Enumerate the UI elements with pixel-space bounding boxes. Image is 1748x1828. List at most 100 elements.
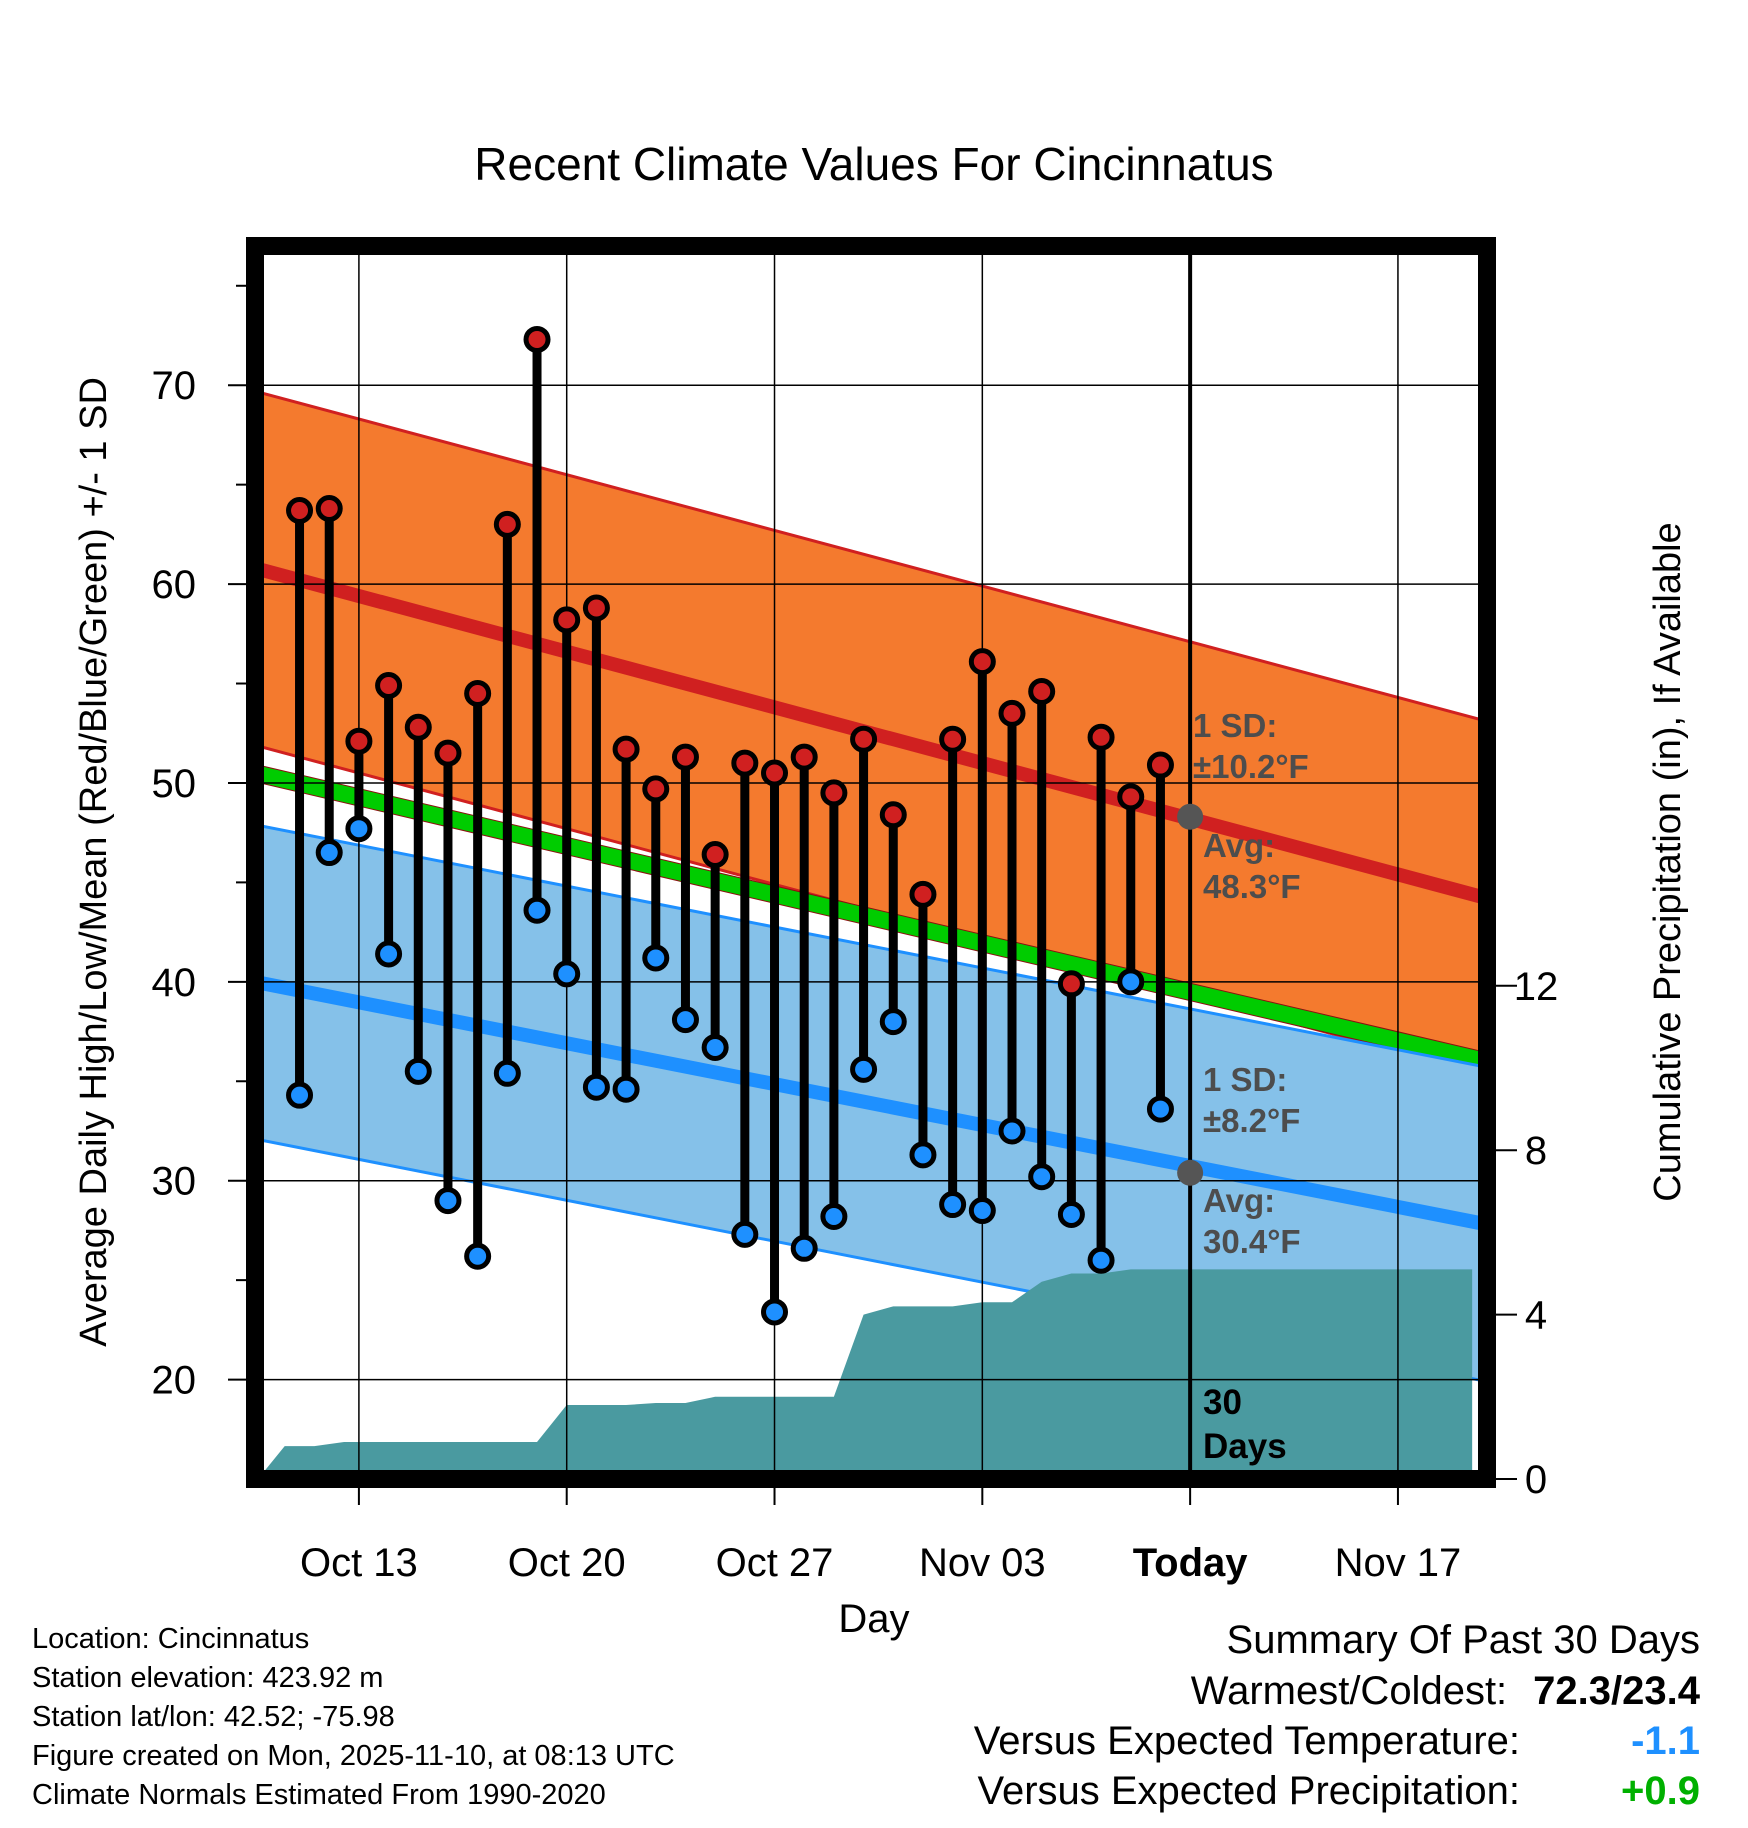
today-days-label-line1: 30 xyxy=(1203,1383,1242,1422)
x-axis-label: Day xyxy=(838,1597,909,1641)
daily-high-marker xyxy=(790,743,818,771)
latlon-text: Station lat/lon: 42.52; -75.98 xyxy=(32,1701,395,1733)
daily-low-marker xyxy=(939,1191,967,1219)
daily-low-marker xyxy=(375,940,403,968)
daily-low-marker xyxy=(1028,1163,1056,1191)
daily-high-marker xyxy=(493,510,521,538)
daily-high-marker xyxy=(731,749,759,777)
summary-heading: Summary Of Past 30 Days xyxy=(1226,1618,1700,1662)
low-sd-value: ±8.2°F xyxy=(1203,1102,1300,1139)
today-days-label-line2: Days xyxy=(1203,1427,1287,1466)
daily-high-marker xyxy=(998,699,1026,727)
daily-low-marker xyxy=(553,960,581,988)
low-avg-label: Avg: xyxy=(1203,1182,1275,1219)
plot-frame xyxy=(246,237,1496,1488)
high-avg-label: Avg: xyxy=(1203,827,1275,864)
daily-high-marker xyxy=(1117,783,1145,811)
daily-high-marker xyxy=(968,648,996,676)
daily-high-marker xyxy=(820,779,848,807)
high-sd-label: 1 SD: xyxy=(1193,707,1277,744)
daily-high-marker xyxy=(345,727,373,755)
daily-high-marker xyxy=(612,735,640,763)
x-tick-label-today: Today xyxy=(1133,1541,1249,1585)
daily-high-marker xyxy=(582,594,610,622)
daily-high-marker xyxy=(464,679,492,707)
y2-tick-label: 4 xyxy=(1525,1294,1547,1338)
daily-low-marker xyxy=(909,1141,937,1169)
y-tick-label: 60 xyxy=(152,563,197,607)
created-text: Figure created on Mon, 2025-11-10, at 08… xyxy=(32,1740,675,1772)
daily-low-marker xyxy=(642,944,670,972)
y-tick-label: 30 xyxy=(152,1160,197,1204)
daily-low-marker xyxy=(968,1197,996,1225)
y-tick-label: 50 xyxy=(152,762,197,806)
daily-low-marker xyxy=(731,1220,759,1248)
normals-text: Climate Normals Estimated From 1990-2020 xyxy=(32,1779,606,1811)
daily-low-marker xyxy=(434,1187,462,1215)
daily-high-marker xyxy=(701,841,729,869)
today-low-avg-dot xyxy=(1177,1159,1204,1186)
x-tick-label: Oct 13 xyxy=(300,1541,418,1585)
daily-low-marker xyxy=(612,1075,640,1103)
daily-high-marker xyxy=(939,725,967,753)
daily-high-marker xyxy=(315,495,343,523)
temp-vs-expected-label: Versus Expected Temperature: xyxy=(973,1719,1520,1763)
daily-high-marker xyxy=(671,743,699,771)
daily-low-marker xyxy=(820,1202,848,1230)
x-tick-label: Oct 20 xyxy=(508,1541,626,1585)
daily-high-marker xyxy=(553,606,581,634)
daily-low-marker xyxy=(671,1006,699,1034)
daily-low-marker xyxy=(1057,1201,1085,1229)
location-text: Location: Cincinnatus xyxy=(32,1623,310,1655)
daily-low-marker xyxy=(761,1298,789,1326)
y-axis-label-right: Cumulative Precipitation (in), If Availa… xyxy=(1647,522,1689,1201)
low-sd-label: 1 SD: xyxy=(1203,1061,1287,1098)
low-avg-value: 30.4°F xyxy=(1203,1223,1301,1260)
daily-high-marker xyxy=(1057,970,1085,998)
daily-low-marker xyxy=(998,1117,1026,1145)
x-tick-label: Nov 03 xyxy=(919,1541,1046,1585)
daily-high-marker xyxy=(1028,677,1056,705)
high-avg-value: 48.3°F xyxy=(1203,868,1301,905)
daily-low-marker xyxy=(464,1242,492,1270)
daily-low-marker xyxy=(790,1234,818,1262)
daily-high-marker xyxy=(761,759,789,787)
warmest-coldest-label: Warmest/Coldest: xyxy=(1190,1669,1508,1713)
daily-low-marker xyxy=(1146,1095,1174,1123)
daily-high-marker xyxy=(909,880,937,908)
daily-high-marker xyxy=(1146,751,1174,779)
daily-low-marker xyxy=(1117,968,1145,996)
warmest-coldest-value: 72.3/23.4 xyxy=(1533,1669,1700,1713)
daily-high-marker xyxy=(850,725,878,753)
temp-vs-expected-value: -1.1 xyxy=(1631,1719,1700,1763)
daily-low-marker xyxy=(879,1008,907,1036)
daily-high-marker xyxy=(523,325,551,353)
summary-panel: Summary Of Past 30 Days Warmest/Coldest:… xyxy=(974,1614,1700,1816)
precip-area xyxy=(257,1269,1473,1479)
daily-high-marker xyxy=(286,496,314,524)
daily-low-marker xyxy=(404,1057,432,1085)
daily-low-marker xyxy=(286,1081,314,1109)
temp-vs-expected-row: Versus Expected Temperature: -1.1 xyxy=(974,1716,1700,1766)
daily-low-marker xyxy=(582,1073,610,1101)
daily-low-marker xyxy=(850,1055,878,1083)
daily-low-marker xyxy=(1087,1246,1115,1274)
y-tick-label: 40 xyxy=(152,961,197,1005)
elevation-text: Station elevation: 423.92 m xyxy=(32,1662,384,1694)
daily-high-marker xyxy=(434,739,462,767)
x-tick-label: Oct 27 xyxy=(716,1541,834,1585)
chart-title: Recent Climate Values For Cincinnatus xyxy=(474,138,1273,190)
daily-high-marker xyxy=(404,713,432,741)
daily-high-marker xyxy=(879,801,907,829)
daily-low-marker xyxy=(701,1033,729,1061)
y-tick-label: 70 xyxy=(152,364,197,408)
y2-tick-label: 12 xyxy=(1514,965,1559,1009)
y-axis-label-left: Average Daily High/Low/Mean (Red/Blue/Gr… xyxy=(73,377,115,1347)
y2-tick-label: 0 xyxy=(1525,1458,1547,1502)
daily-low-marker xyxy=(345,815,373,843)
precip-vs-expected-value: +0.9 xyxy=(1621,1769,1700,1813)
warmest-coldest-row: Warmest/Coldest: 72.3/23.4 xyxy=(974,1666,1700,1716)
daily-high-marker xyxy=(375,672,403,700)
today-high-avg-dot xyxy=(1177,803,1204,830)
